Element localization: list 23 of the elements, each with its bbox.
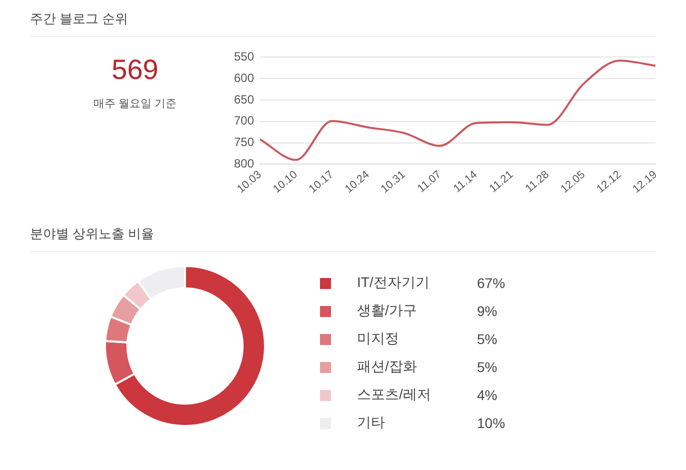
data-label: 67% <box>477 275 506 291</box>
y-tick-label: 700 <box>234 114 254 128</box>
legend-label: 기타 <box>357 414 386 432</box>
y-tick-label: 650 <box>234 92 254 106</box>
y-tick-label: 750 <box>234 135 254 150</box>
data-label: 9% <box>477 303 498 319</box>
line-series <box>259 60 657 161</box>
legend-label: 스포츠/레저 <box>357 386 432 404</box>
text: 569 <box>110 53 160 87</box>
legend-label: 미지정 <box>357 330 400 348</box>
y-tick-label: 800 <box>234 156 254 171</box>
legend-label: IT/전자기기 <box>357 274 430 292</box>
data-label: 10% <box>477 415 506 431</box>
legend-label: 생활/가구 <box>357 302 418 320</box>
chart-title: 분야별 상위노출 비율 <box>30 225 656 252</box>
text: 주간 블로그 순위 <box>30 10 656 37</box>
data-label: 5% <box>477 331 498 347</box>
data-label: 4% <box>477 387 498 403</box>
y-tick-label: 550 <box>234 50 254 64</box>
legend-label: 패션/잡화 <box>357 358 418 376</box>
data-label: 5% <box>477 359 498 375</box>
text: 매주 월요일 기준 <box>92 97 178 111</box>
y-tick-label: 600 <box>234 70 254 85</box>
